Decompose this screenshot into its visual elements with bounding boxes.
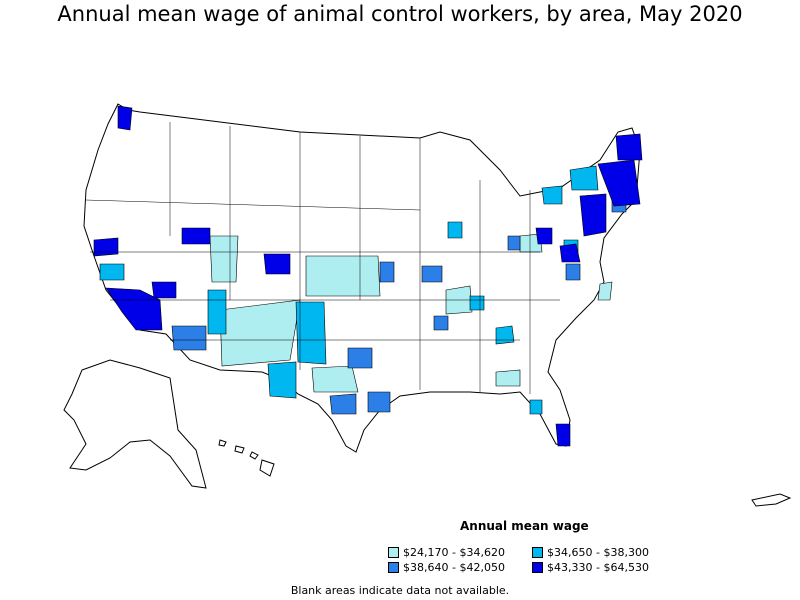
wage-band-3-regions [171, 199, 627, 415]
legend-swatch-band-3 [388, 562, 399, 573]
wage-band-2-regions [99, 165, 599, 415]
hawaii-islands [218, 439, 275, 477]
legend-item-band-3: $38,640 - $42,050 [388, 561, 505, 574]
legend-swatch-band-1 [388, 547, 399, 558]
legend-item-band-4: $43,330 - $64,530 [532, 561, 649, 574]
legend-item-band-1: $24,170 - $34,620 [388, 546, 505, 559]
footnote: Blank areas indicate data not available. [290, 584, 510, 597]
puerto-rico-outline [751, 493, 792, 507]
alaska-outline [63, 359, 207, 489]
legend-label-band-3: $38,640 - $42,050 [403, 561, 505, 574]
legend-title: Annual mean wage [460, 519, 589, 533]
wage-band-4-regions [93, 105, 643, 447]
state-boundaries [85, 122, 560, 394]
wage-band-1-regions [209, 233, 613, 393]
legend-label-band-1: $24,170 - $34,620 [403, 546, 505, 559]
legend-swatch-band-4 [532, 562, 543, 573]
legend-swatch-band-2 [532, 547, 543, 558]
map-title: Annual mean wage of animal control worke… [57, 2, 743, 26]
legend-label-band-2: $34,650 - $38,300 [547, 546, 649, 559]
legend-label-band-4: $43,330 - $64,530 [547, 561, 649, 574]
legend-item-band-2: $34,650 - $38,300 [532, 546, 649, 559]
